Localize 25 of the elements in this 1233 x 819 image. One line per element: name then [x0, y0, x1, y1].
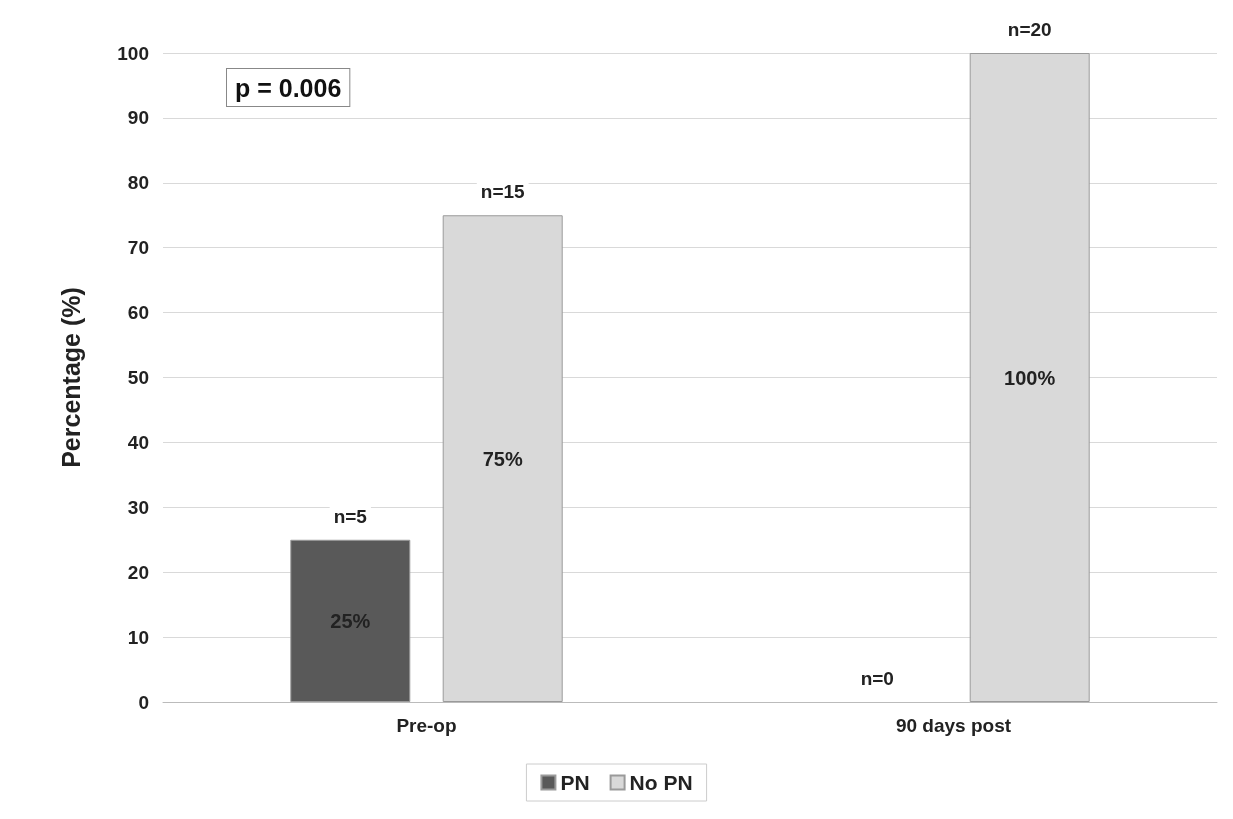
x-tick-label: Pre-op	[396, 715, 457, 736]
data-label: 75%	[482, 447, 523, 470]
bar	[290, 539, 411, 702]
y-tick-label: 60	[127, 302, 149, 324]
annotation: n=0	[860, 668, 894, 689]
data-label: 25%	[330, 609, 371, 632]
y-tick-label: 90	[127, 107, 149, 129]
annotation: p = 0.006	[235, 73, 342, 102]
y-tick-label: 40	[127, 431, 149, 453]
y-tick-label: 0	[138, 691, 149, 713]
x-tick-label: 90 days post	[895, 715, 1012, 736]
y-tick-label: 30	[127, 496, 149, 518]
legend-label: PN	[560, 771, 590, 794]
y-tick-label: 20	[127, 561, 149, 583]
y-tick-label: 50	[127, 367, 149, 388]
y-tick-label: 100	[117, 42, 149, 64]
text: n=20	[1007, 19, 1052, 40]
data-label: 100%	[1004, 366, 1056, 389]
y-tick-label: 10	[127, 626, 149, 648]
annotation: n=5	[333, 505, 368, 527]
y-tick-label: 80	[127, 172, 149, 194]
y-tick-label: 70	[127, 237, 149, 259]
y-axis-title: Percentage (%)	[56, 287, 85, 468]
annotation: n=15	[480, 181, 526, 203]
legend-label: No PN	[629, 771, 693, 794]
